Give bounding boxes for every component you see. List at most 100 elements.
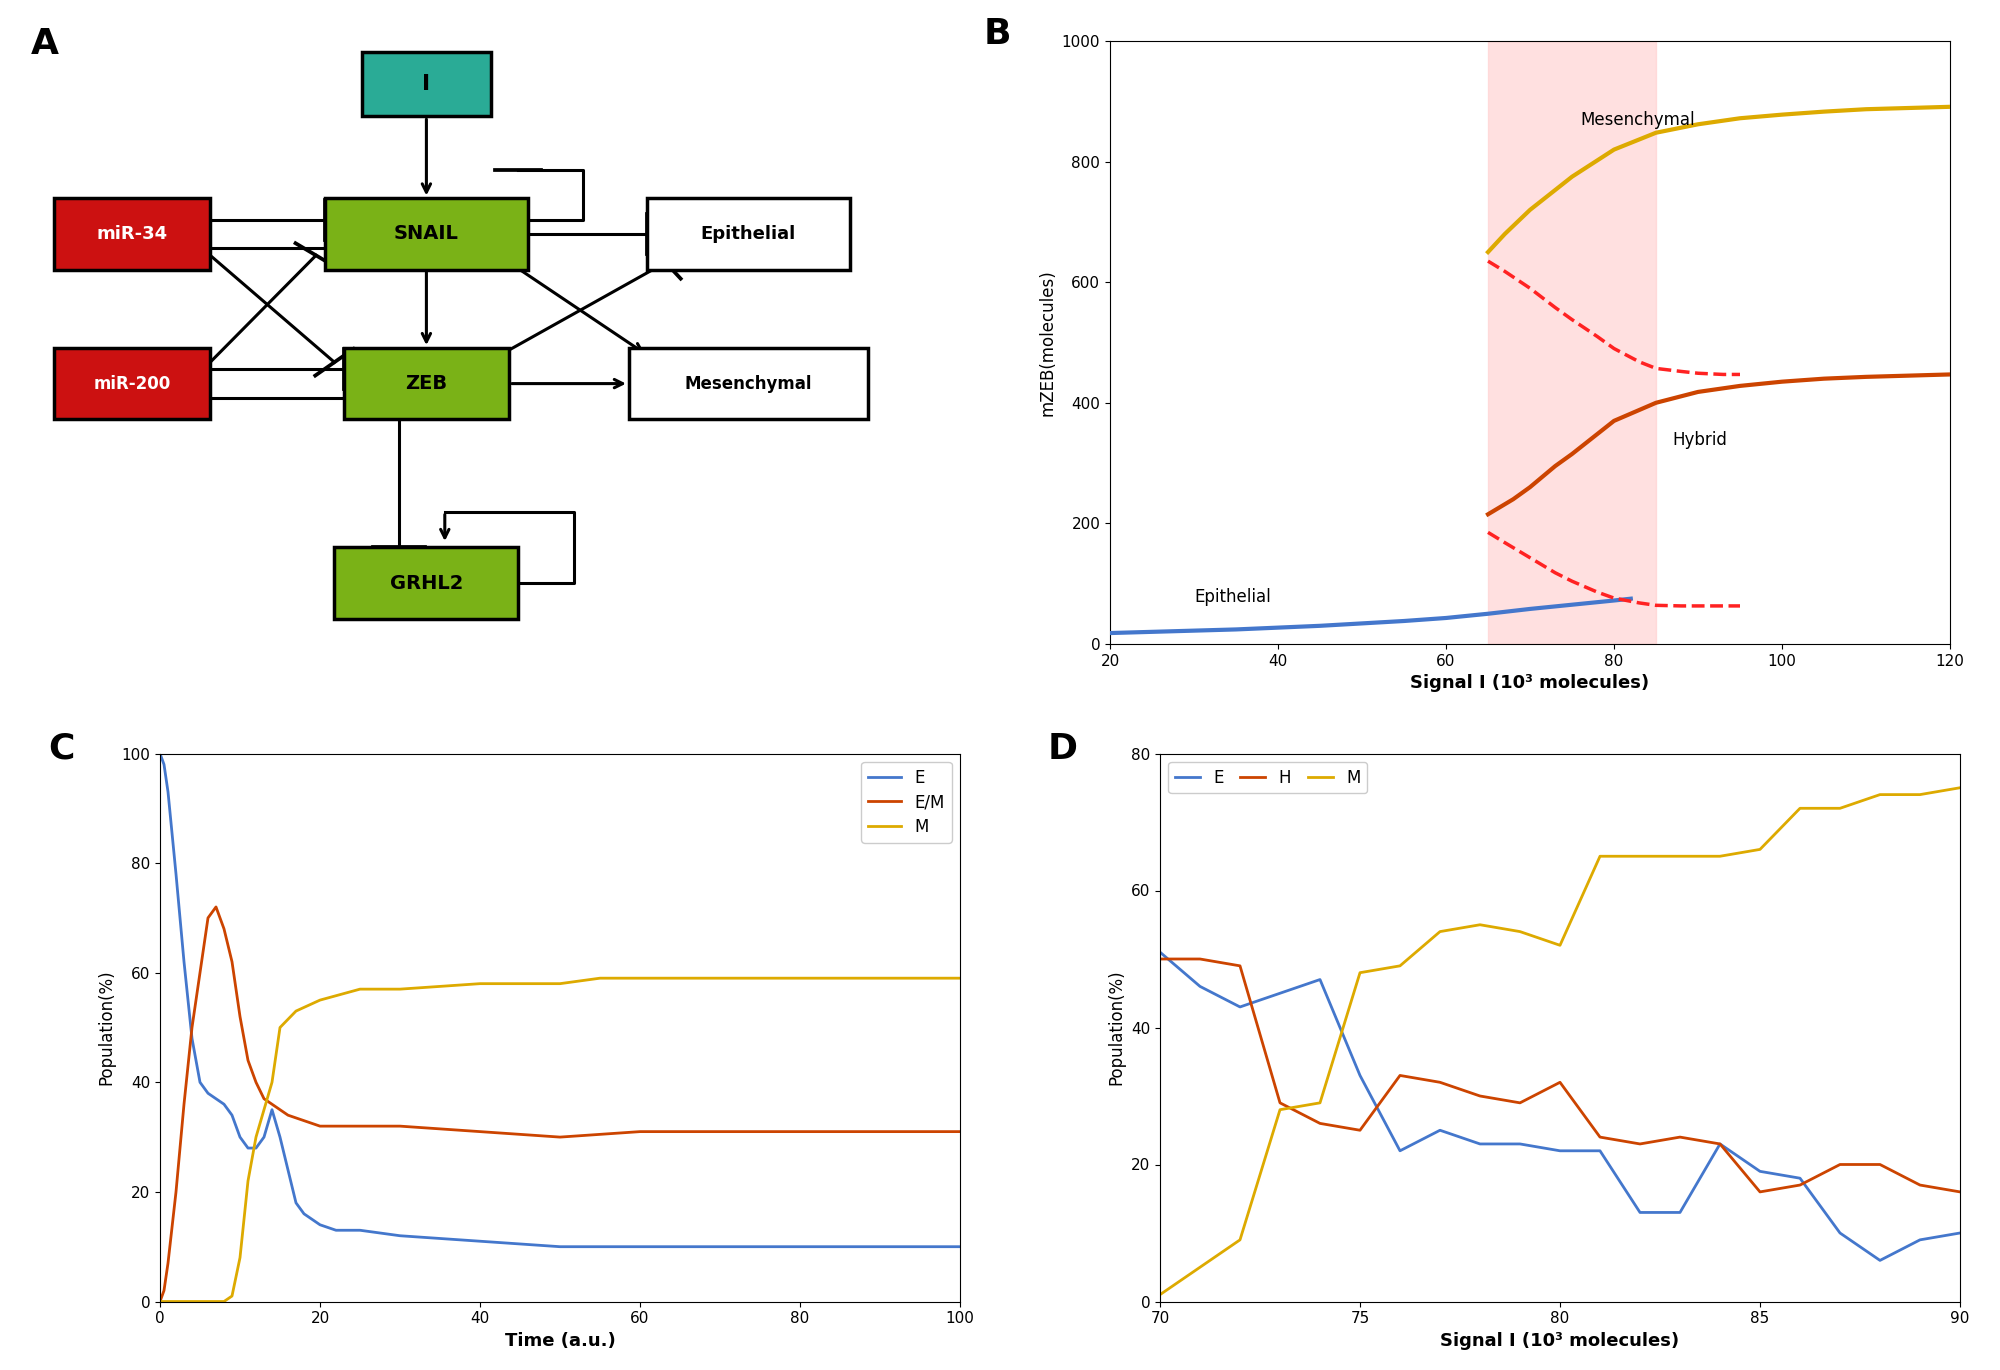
E xyxy=(252,1129,276,1145)
E xyxy=(1668,1204,1692,1221)
E xyxy=(1868,1252,1892,1269)
E/M xyxy=(708,1123,732,1140)
M xyxy=(1228,1232,1252,1248)
Text: Epithelial: Epithelial xyxy=(700,225,796,242)
Text: I: I xyxy=(422,74,430,95)
E/M xyxy=(292,1112,316,1129)
E xyxy=(244,1140,268,1156)
E xyxy=(628,1238,652,1255)
E xyxy=(1588,1143,1612,1159)
E xyxy=(1188,978,1212,995)
E xyxy=(1268,985,1292,1001)
E/M xyxy=(156,1255,180,1271)
Text: A: A xyxy=(30,27,58,62)
H xyxy=(1188,951,1212,967)
M xyxy=(308,992,332,1008)
M xyxy=(1628,848,1652,864)
M xyxy=(1948,780,1972,796)
M xyxy=(388,981,412,997)
E/M xyxy=(148,1293,172,1310)
M xyxy=(1668,848,1692,864)
E xyxy=(948,1238,972,1255)
M xyxy=(196,1293,220,1310)
Legend: E, E/M, M: E, E/M, M xyxy=(862,762,952,843)
H xyxy=(1628,1136,1652,1152)
M xyxy=(188,1293,212,1310)
M xyxy=(1388,958,1412,974)
M xyxy=(1588,848,1612,864)
E xyxy=(1228,999,1252,1015)
E xyxy=(260,1101,284,1118)
H xyxy=(1668,1129,1692,1145)
E xyxy=(1548,1143,1572,1159)
E xyxy=(548,1238,572,1255)
Bar xyxy=(1488,41,1656,644)
H xyxy=(1868,1156,1892,1173)
H xyxy=(1908,1177,1932,1193)
E/M xyxy=(388,1118,412,1134)
E xyxy=(292,1206,316,1222)
M xyxy=(1548,937,1572,954)
Text: GRHL2: GRHL2 xyxy=(390,574,464,593)
E xyxy=(148,745,172,762)
E/M xyxy=(308,1118,332,1134)
E/M xyxy=(204,899,228,915)
M xyxy=(708,970,732,986)
Text: C: C xyxy=(48,732,74,766)
X-axis label: Time (a.u.): Time (a.u.) xyxy=(504,1332,616,1349)
E xyxy=(1828,1225,1852,1241)
X-axis label: Signal I (10³ molecules): Signal I (10³ molecules) xyxy=(1440,1332,1680,1349)
M xyxy=(348,981,372,997)
M xyxy=(1508,923,1532,940)
E xyxy=(152,756,176,773)
M xyxy=(228,1249,252,1266)
E xyxy=(212,1096,236,1112)
M xyxy=(1788,800,1812,817)
E xyxy=(388,1228,412,1244)
M xyxy=(1868,786,1892,803)
M xyxy=(268,1019,292,1036)
FancyBboxPatch shape xyxy=(326,199,528,270)
M xyxy=(164,1293,188,1310)
E/M xyxy=(468,1123,492,1140)
M xyxy=(1908,786,1932,803)
FancyBboxPatch shape xyxy=(628,348,868,419)
E/M xyxy=(236,1052,260,1069)
M xyxy=(212,1293,236,1310)
E/M xyxy=(260,1096,284,1112)
FancyBboxPatch shape xyxy=(362,52,490,116)
E/M xyxy=(948,1123,972,1140)
Text: ZEB: ZEB xyxy=(406,374,448,393)
Text: Mesenchymal: Mesenchymal xyxy=(1580,111,1696,130)
E/M xyxy=(164,1184,188,1200)
H xyxy=(1588,1129,1612,1145)
M xyxy=(172,1293,196,1310)
X-axis label: Signal I (10³ molecules): Signal I (10³ molecules) xyxy=(1410,674,1650,692)
Text: B: B xyxy=(984,16,1012,51)
H xyxy=(1508,1095,1532,1111)
Line: E/M: E/M xyxy=(160,907,960,1302)
M xyxy=(220,1288,244,1304)
E xyxy=(228,1129,252,1145)
E xyxy=(1308,971,1332,988)
M xyxy=(1748,841,1772,858)
H xyxy=(1268,1095,1292,1111)
M xyxy=(948,970,972,986)
M xyxy=(468,975,492,992)
E/M xyxy=(628,1123,652,1140)
FancyBboxPatch shape xyxy=(54,199,210,270)
Y-axis label: Population(%): Population(%) xyxy=(1108,970,1126,1085)
FancyBboxPatch shape xyxy=(344,348,510,419)
M xyxy=(284,1003,308,1019)
M xyxy=(548,975,572,992)
E xyxy=(1788,1170,1812,1186)
E xyxy=(1468,1136,1492,1152)
M xyxy=(1188,1259,1212,1275)
M xyxy=(1148,1286,1172,1303)
E xyxy=(708,1238,732,1255)
Text: D: D xyxy=(1048,732,1078,766)
M xyxy=(1348,964,1372,981)
Text: Hybrid: Hybrid xyxy=(1672,432,1728,449)
E xyxy=(1628,1204,1652,1221)
Line: M: M xyxy=(1160,788,1960,1295)
